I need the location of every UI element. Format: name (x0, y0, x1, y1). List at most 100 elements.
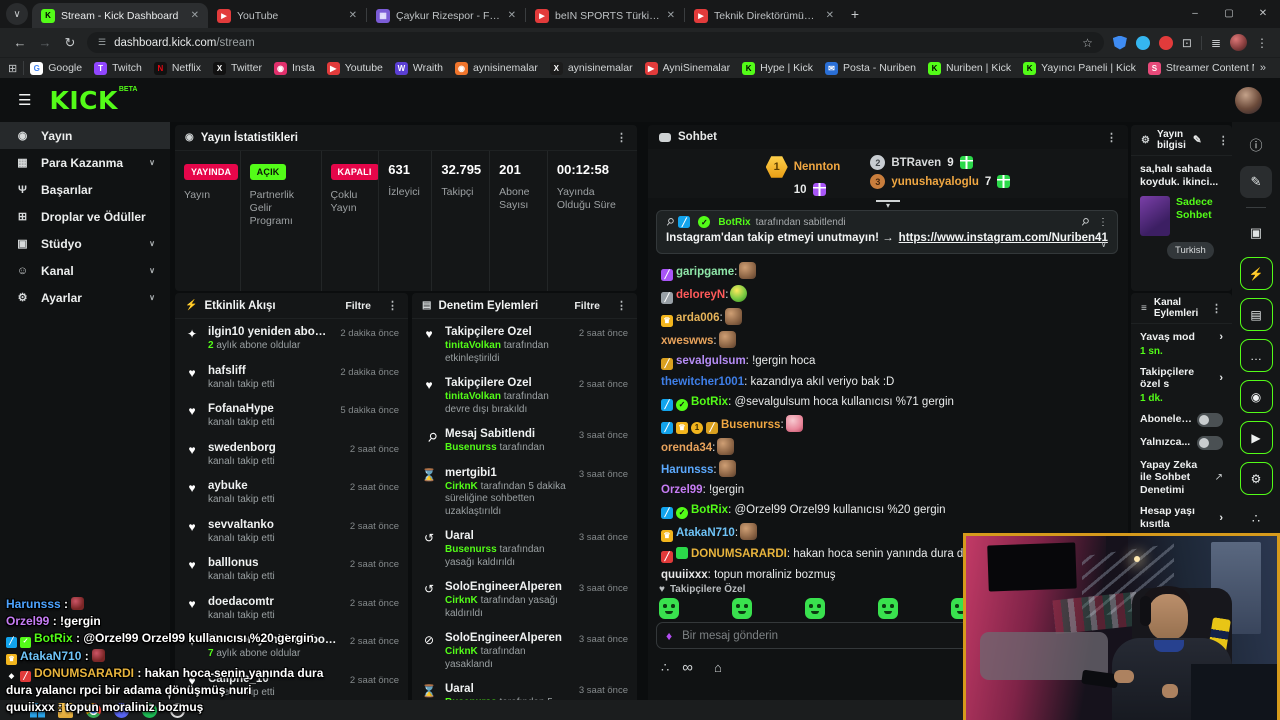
leaderboard-entry[interactable]: 3 yunushayaloglu 7 (870, 174, 1011, 189)
chat-message[interactable]: ╱ ✓ BotRix: @sevalgulsum hoca kullanıcısı … (650, 392, 1126, 413)
bookmark-item[interactable]: S Streamer Content M... (1142, 61, 1254, 76)
pin-icon[interactable]: ⚲ (1077, 215, 1091, 229)
quick-actions-icon[interactable]: ⚡ (1239, 257, 1273, 290)
channel-action-item[interactable]: Hesap yaşı kısıtla › (1131, 498, 1232, 532)
site-info-icon[interactable]: ☰ (98, 37, 107, 47)
tab-close-icon[interactable]: ✕ (507, 10, 516, 21)
sidebar-item-yay-n[interactable]: ◉ Yayın (0, 122, 170, 149)
shop-icon[interactable]: ⌂ (713, 660, 722, 675)
feed-item[interactable]: ♥ Takipçilere Özel tinitaVolkan tarafından… (412, 319, 637, 370)
bookmark-item[interactable]: K Yayıncı Paneli | Kick (1017, 61, 1142, 76)
bookmark-item[interactable]: W Wraith (389, 61, 449, 76)
infinity-icon[interactable]: ∞ (682, 659, 693, 676)
browser-tab[interactable]: ▶ Teknik Direktörümüz Domenico ✕ (685, 3, 843, 28)
channel-emote[interactable] (805, 598, 825, 619)
kebab-menu-icon[interactable]: ⋮ (1217, 134, 1229, 147)
stream-icon[interactable]: ◉ (1239, 380, 1273, 413)
close-icon[interactable]: ✕ (1258, 7, 1268, 19)
feed-item[interactable]: ♥ Caliphe_10 kanalı takip etti 2 saat önce (175, 666, 408, 705)
kick-logo[interactable]: KICKBETA (49, 85, 138, 115)
chat-message[interactable]: thewitcher1001: kazandıya akıl veriyo ba… (650, 372, 1126, 392)
chat-message[interactable]: xweswws: (650, 329, 1126, 351)
address-bar[interactable]: ☰ dashboard.kick.com/stream ☆ (87, 32, 1104, 53)
bookmark-star-icon[interactable]: ☆ (1082, 35, 1093, 50)
emote-picker-icon[interactable]: ∴ (661, 659, 670, 675)
channel-emote[interactable] (732, 598, 752, 619)
back-icon[interactable]: ← (13, 35, 27, 50)
sidebar-item-ba-ar-lar[interactable]: Ψ Başarılar (0, 176, 170, 203)
chat-message[interactable]: ╱ deloreyN: (650, 283, 1126, 306)
feed-item[interactable]: ✦ ilgin10 yeniden abone oldu! 2 aylık abon… (175, 319, 408, 358)
feed-item[interactable]: ⊘ SoloEngineerAlperen CirknK tarafından ya… (412, 625, 637, 676)
sidebar-item-ayarlar[interactable]: ⚙ Ayarlar ∨ (0, 284, 170, 311)
feed-item[interactable]: ⚲ Mesaj Sabitlendi Busenurss tarafından 3 s… (412, 421, 637, 460)
file-explorer-taskbar-icon[interactable] (58, 702, 73, 718)
browser-tab[interactable]: ▶ beIN SPORTS Türkiye - YouTub ✕ (526, 3, 684, 28)
bookmark-item[interactable]: ▶ AyniSinemalar (639, 61, 737, 76)
spotify-taskbar-icon[interactable] (142, 702, 157, 718)
sidebar-item-kanal[interactable]: ☺ Kanal ∨ (0, 257, 170, 284)
kebab-menu-icon[interactable]: ⋮ (1211, 302, 1222, 315)
info-icon[interactable]: ⓘ (1249, 137, 1263, 153)
leaderboard-entry[interactable]: 1 Nennton (765, 155, 840, 179)
feed-item[interactable]: ♥ sevvaltanko kanalı takip etti 2 saat önce (175, 512, 408, 551)
feed-item[interactable]: ⌛ mertgibi1 CirknK tarafından 5 dakika sür… (412, 460, 637, 524)
chat-message[interactable]: Harunsss: (650, 458, 1126, 480)
chevron-right-icon[interactable]: › (1219, 331, 1223, 344)
bookmark-item[interactable]: X Twitter (207, 61, 268, 76)
toggle-switch[interactable] (1197, 412, 1223, 427)
notes-icon[interactable]: ▤ (1239, 298, 1273, 331)
edit-icon[interactable]: ✎ (1240, 166, 1272, 198)
bookmark-item[interactable]: ◉ Insta (268, 61, 321, 76)
hamburger-menu-icon[interactable]: ☰ (18, 92, 32, 109)
edit-pencil-icon[interactable]: ✎ (1192, 134, 1202, 146)
kebab-menu-icon[interactable]: ⋮ (616, 132, 627, 144)
bookmark-item[interactable]: K Hype | Kick (736, 61, 819, 76)
feed-item[interactable]: ♥ swedenborg kanalı takip etti 2 saat önce (175, 435, 408, 474)
obs-taskbar-icon[interactable] (170, 702, 185, 718)
browser-tab[interactable]: K Stream - Kick Dashboard ✕ (32, 3, 208, 28)
apps-grid-icon[interactable]: ⊞ (8, 62, 18, 75)
feed-item[interactable]: ♥ doedacomtr kanalı takip etti 2 saat önce (175, 589, 408, 628)
channel-emote[interactable] (659, 598, 679, 619)
bookmark-item[interactable]: ◉ aynisinemalar (449, 61, 544, 76)
kebab-menu-icon[interactable]: ⋮ (616, 300, 627, 312)
category-thumbnail[interactable] (1140, 196, 1170, 236)
channel-action-item[interactable]: Abonelere öz... (1131, 406, 1232, 429)
bookmark-item[interactable]: K Nuriben | Kick (922, 61, 1017, 76)
browser-tab[interactable]: ▶ YouTube ✕ (208, 3, 366, 28)
sidebar-item-st-dyo[interactable]: ▣ Stüdyo ∨ (0, 230, 170, 257)
bookmark-item[interactable]: ▶ Youtube (321, 61, 389, 76)
tab-search-icon[interactable]: ∨ (6, 3, 28, 25)
bookmarks-overflow-icon[interactable]: » (1259, 62, 1266, 74)
tab-close-icon[interactable]: ✕ (825, 10, 834, 21)
filter-button[interactable]: Filtre (345, 299, 371, 312)
chevron-right-icon[interactable]: › (1219, 372, 1223, 384)
chat-message[interactable]: Orzel99: !gergin (650, 480, 1126, 500)
channel-action-item[interactable]: Yavaş mod › 1 sn. (1131, 324, 1232, 359)
toggle-switch[interactable] (1197, 435, 1223, 450)
gift-leaderboard[interactable]: 1 Nennton 10 2 BTRaven 9 3 yunushayaloglu 7 (648, 149, 1128, 198)
user-avatar[interactable] (1235, 86, 1262, 114)
kebab-menu-icon[interactable]: ⋮ (387, 300, 398, 312)
kebab-menu-icon[interactable]: ⋮ (1106, 131, 1117, 144)
chat-settings-icon[interactable]: … (1239, 339, 1273, 372)
chevron-down-icon[interactable]: ∨ (1100, 239, 1107, 249)
forward-icon[interactable]: → (38, 35, 52, 50)
pinned-message[interactable]: ⚲ ╱ ✓ BotRix tarafından sabitlendi ⚲ ⋮ I… (656, 210, 1118, 254)
maximize-icon[interactable]: ▢ (1224, 7, 1234, 19)
browser-tab[interactable]: ▦ Çaykur Rizespor - Fenerbahçe ✕ (367, 3, 525, 28)
channel-emote[interactable] (878, 598, 898, 619)
profile-avatar[interactable] (1230, 34, 1247, 51)
tab-close-icon[interactable]: ✕ (348, 10, 357, 21)
feed-item[interactable]: ♥ aybuke kanalı takip etti 2 saat önce (175, 473, 408, 512)
channel-action-item[interactable]: Takipçilere özel s › 1 dk. (1131, 359, 1232, 406)
chat-message[interactable]: ♛ arda006: (650, 306, 1126, 329)
tab-close-icon[interactable]: ✕ (666, 10, 675, 21)
more-icon[interactable]: ∴ (1251, 511, 1261, 526)
clips-icon[interactable]: ▶ (1239, 421, 1273, 454)
chat-message[interactable]: ♛ AtakaN710: (650, 521, 1126, 544)
chat-message[interactable]: quuiixxx: topun moraliniz bozmuş (650, 565, 1126, 582)
feed-item[interactable]: ♥ Takipçilere Özel tinitaVolkan tarafından… (412, 370, 637, 421)
